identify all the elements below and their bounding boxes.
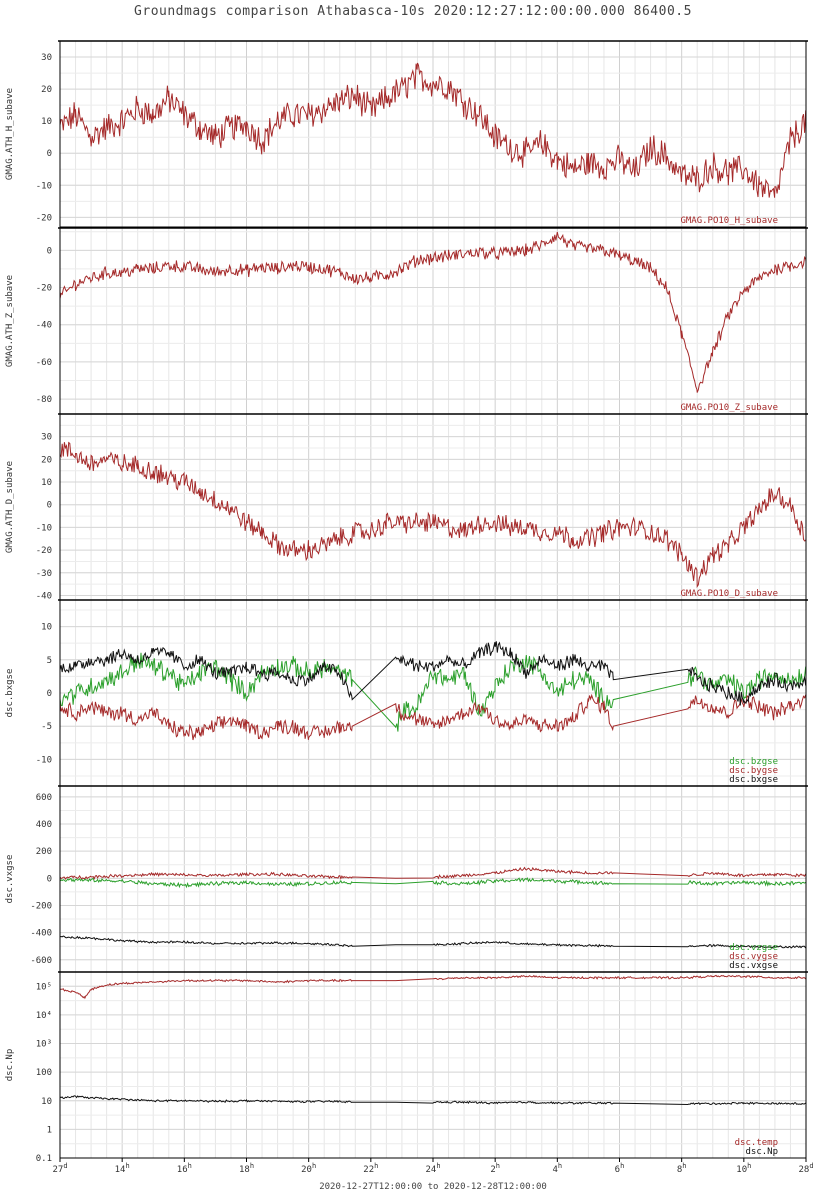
y-tick-label: 0: [47, 689, 52, 699]
y-tick-label: -10: [36, 181, 52, 191]
series-line-dsc-vygse: [59, 866, 807, 880]
series-line-dsc-vzgse: [59, 877, 807, 889]
panel-2: -80 -60 -40 -20 0 GMAG.PO10_Z_subave GMAG.ATH_…: [5, 227, 808, 415]
series-line-dsc-bygse: [59, 693, 807, 741]
legend-entry: dsc.temp: [735, 1138, 778, 1148]
y-tick-label: -5: [41, 722, 52, 732]
chart-title: Groundmags comparison Athabasca-10s 2020…: [134, 4, 692, 19]
y-tick-label: 200: [36, 847, 52, 857]
legend-entry: dsc.bxgse: [729, 775, 778, 785]
x-tick-label: 8h: [677, 1162, 687, 1175]
x-tick-label: 10h: [736, 1162, 751, 1175]
x-tick-label: 28d: [798, 1162, 813, 1175]
legend-entry: dsc.vxgse: [729, 961, 778, 971]
legend-entry: GMAG.PO10_H_subave: [680, 216, 778, 226]
y-tick-label: 10: [41, 478, 52, 488]
y-tick-label: 10⁵: [36, 982, 52, 992]
y-tick-label: -40: [36, 591, 52, 601]
y-axis-label: GMAG.ATH_H_subave: [5, 88, 15, 180]
y-axis-label: GMAG.ATH_Z_subave: [5, 275, 15, 367]
y-tick-label: 30: [41, 53, 52, 63]
series-line-gmag-po10-z-subave: [59, 231, 807, 393]
y-tick-label: -200: [30, 901, 52, 911]
y-tick-label: -40: [36, 321, 52, 331]
panel-1: -20 -10 0 10 20 30 GMAG.PO10_H_subave GMAG.ATH_…: [5, 40, 808, 228]
legend-entry: dsc.bygse: [729, 766, 778, 776]
x-tick-label: 16h: [177, 1162, 192, 1175]
y-tick-label: 400: [36, 820, 52, 830]
y-tick-label: 10: [41, 117, 52, 127]
y-tick-label: 0: [47, 149, 52, 159]
panel-5: -600 -400 -200 0 200 400 600 dsc.vzgsedsc.vygse…: [5, 785, 808, 973]
x-tick-label: 4h: [553, 1162, 563, 1175]
y-axis-label: dsc.Np: [5, 1049, 15, 1082]
legend-entry: dsc.vygse: [729, 952, 778, 962]
legend-entry: dsc.Np: [745, 1147, 778, 1157]
y-tick-label: -60: [36, 358, 52, 368]
x-tick-label: 20h: [301, 1162, 316, 1175]
y-tick-label: 0: [47, 246, 52, 256]
x-tick-label: 6h: [615, 1162, 625, 1175]
panel-3: -40 -30 -20 -10 0 10 20 30 GMAG.PO10_D_subave GMA…: [5, 413, 808, 601]
y-tick-label: -400: [30, 929, 52, 939]
y-tick-label: 20: [41, 455, 52, 465]
series-line-dsc-temp: [60, 974, 807, 1000]
y-tick-label: 0: [47, 874, 52, 884]
y-tick-label: 30: [41, 433, 52, 443]
series-line-dsc-vxgse: [59, 935, 807, 949]
y-tick-label: -20: [36, 213, 52, 223]
y-tick-label: 10³: [36, 1040, 52, 1050]
y-tick-label: 10: [41, 623, 52, 633]
y-tick-label: -20: [36, 284, 52, 294]
y-tick-label: 0: [47, 501, 52, 511]
y-tick-label: -20: [36, 546, 52, 556]
y-tick-label: -80: [36, 395, 52, 405]
series-line-gmag-po10-d-subave: [59, 441, 807, 589]
y-tick-label: -600: [30, 956, 52, 966]
y-axis-label: dsc.vxgse: [5, 855, 15, 904]
x-tick-label: 18h: [239, 1162, 254, 1175]
time-range-label: 2020-12-27T12:00:00 to 2020-12-28T12:00:…: [319, 1182, 547, 1192]
series-line-dsc-bzgse: [59, 652, 807, 732]
x-tick-label: 27d: [52, 1162, 67, 1175]
x-tick-label: 22h: [363, 1162, 378, 1175]
x-tick-label: 14h: [115, 1162, 130, 1175]
y-tick-label: 5: [47, 656, 52, 666]
legend-entry: dsc.vzgse: [729, 943, 778, 953]
y-tick-label: 20: [41, 85, 52, 95]
y-tick-label: 10: [41, 1097, 52, 1107]
y-axis-label: dsc.bxgse: [5, 669, 15, 718]
series-line-dsc-np: [59, 1095, 807, 1106]
y-tick-label: 10⁴: [36, 1011, 52, 1021]
y-axis-label: GMAG.ATH_D_subave: [5, 461, 15, 553]
series-line-dsc-bxgse: [59, 641, 807, 706]
panel-4: -10-50510dsc.bzgsedsc.bygsedsc.bxgsedsc.…: [5, 599, 808, 787]
y-tick-label: -30: [36, 569, 52, 579]
x-tick-label: 24h: [425, 1162, 440, 1175]
y-tick-label: -10: [36, 755, 52, 765]
y-tick-label: 0.1: [36, 1154, 52, 1164]
legend-entry: GMAG.PO10_Z_subave: [680, 403, 778, 413]
legend-entry: GMAG.PO10_D_subave: [680, 589, 778, 599]
y-tick-label: -10: [36, 523, 52, 533]
y-tick-label: 600: [36, 793, 52, 803]
series-line-gmag-po10-h-subave: [59, 62, 807, 198]
y-tick-label: 100: [36, 1068, 52, 1078]
y-tick-label: 1: [47, 1125, 52, 1135]
x-tick-label: 2h: [490, 1162, 500, 1175]
legend-entry: dsc.bzgse: [729, 757, 778, 767]
